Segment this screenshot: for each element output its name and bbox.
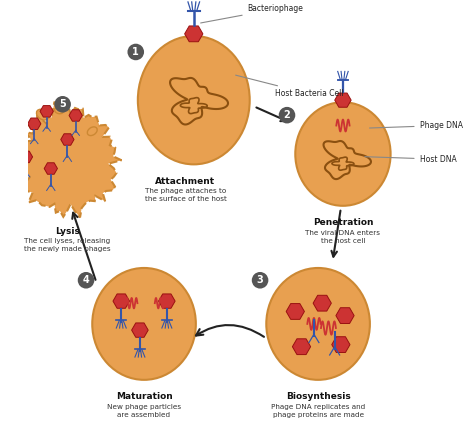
- Polygon shape: [335, 93, 351, 107]
- Ellipse shape: [266, 268, 370, 380]
- Text: New phage particles
are assembled: New phage particles are assembled: [107, 404, 181, 418]
- Polygon shape: [286, 304, 304, 320]
- Polygon shape: [61, 134, 74, 145]
- Circle shape: [279, 107, 295, 123]
- Text: Biosynthesis: Biosynthesis: [286, 392, 350, 401]
- Polygon shape: [292, 339, 310, 354]
- Text: The phage attaches to
the surface of the host: The phage attaches to the surface of the…: [145, 189, 227, 203]
- Polygon shape: [332, 337, 350, 352]
- Text: The cell lyses, releasing
the newly made phages: The cell lyses, releasing the newly made…: [24, 238, 111, 252]
- Ellipse shape: [295, 102, 391, 206]
- Polygon shape: [185, 26, 203, 42]
- Ellipse shape: [138, 36, 250, 164]
- Text: 5: 5: [59, 99, 66, 109]
- Text: The viral DNA enters
the host cell: The viral DNA enters the host cell: [305, 230, 381, 244]
- Text: Phage DNA: Phage DNA: [370, 121, 463, 130]
- Polygon shape: [19, 151, 33, 163]
- Text: 3: 3: [257, 275, 264, 285]
- Polygon shape: [158, 294, 175, 308]
- Polygon shape: [313, 295, 331, 311]
- Text: Host Bacteria Cell: Host Bacteria Cell: [236, 75, 343, 98]
- Polygon shape: [44, 163, 57, 174]
- Text: Lysis: Lysis: [55, 226, 80, 235]
- Ellipse shape: [30, 123, 80, 164]
- Polygon shape: [132, 323, 148, 337]
- Circle shape: [78, 272, 94, 288]
- Text: Bacteriophage: Bacteriophage: [201, 5, 303, 23]
- Ellipse shape: [55, 107, 64, 114]
- Text: Attachment: Attachment: [155, 177, 216, 186]
- Ellipse shape: [92, 268, 196, 380]
- Ellipse shape: [87, 127, 97, 136]
- Circle shape: [252, 272, 268, 288]
- Circle shape: [55, 96, 71, 112]
- Polygon shape: [69, 110, 82, 121]
- Text: Maturation: Maturation: [116, 392, 173, 401]
- Text: 4: 4: [82, 275, 90, 285]
- Circle shape: [128, 44, 144, 60]
- Text: 1: 1: [132, 47, 139, 57]
- Text: Host DNA: Host DNA: [365, 155, 456, 164]
- Polygon shape: [336, 308, 354, 323]
- Polygon shape: [14, 101, 121, 217]
- Polygon shape: [27, 118, 41, 130]
- Text: Penetration: Penetration: [313, 218, 373, 227]
- Polygon shape: [40, 106, 53, 117]
- Text: Phage DNA replicates and
phage proteins are made: Phage DNA replicates and phage proteins …: [271, 404, 365, 418]
- Text: 2: 2: [283, 110, 291, 120]
- Polygon shape: [113, 294, 129, 308]
- Ellipse shape: [36, 109, 49, 120]
